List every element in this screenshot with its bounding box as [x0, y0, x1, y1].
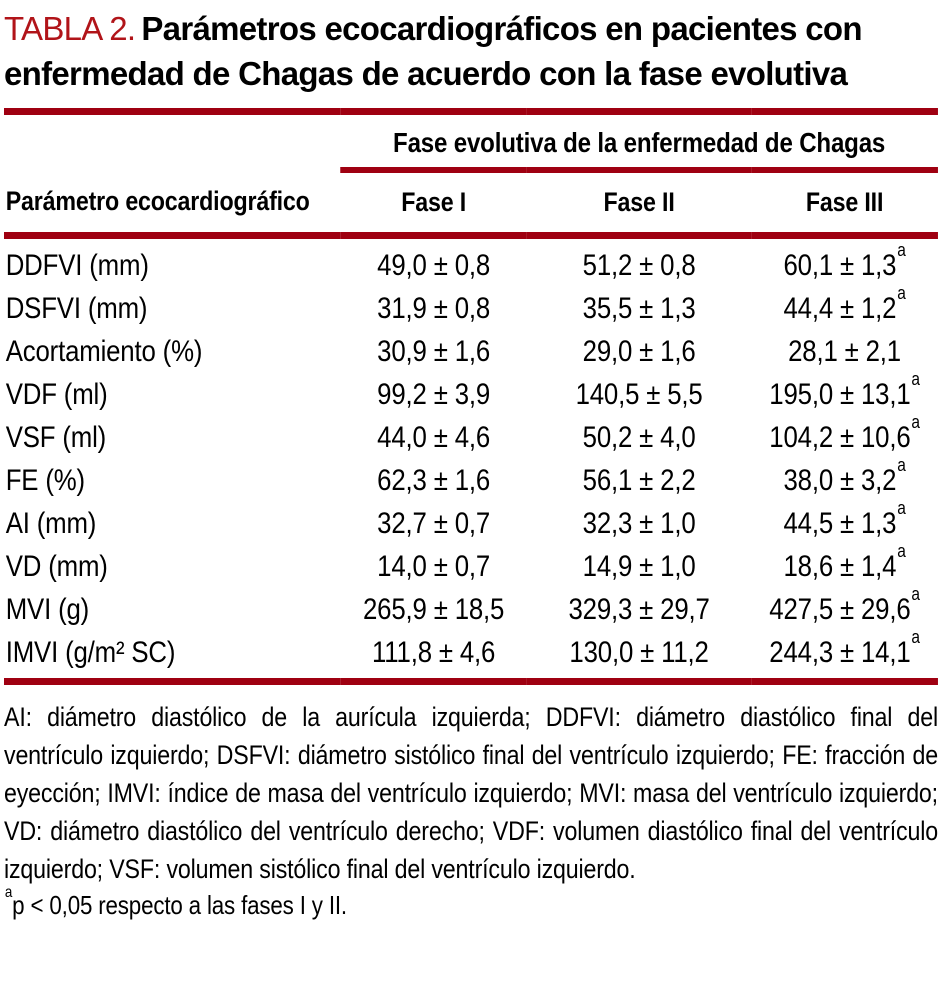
- echo-parameters-table: Fase evolutiva de la enfermedad de Chaga…: [4, 108, 938, 685]
- significance-marker: a: [4, 884, 13, 902]
- value-cell: 18,6 ± 1,4a: [783, 540, 906, 583]
- footnote-abbreviations: AI: diámetro diastólico de la aurícula i…: [4, 702, 938, 884]
- parameter-cell: AI (mm): [5, 507, 97, 540]
- table-row: MVI (g) 265,9 ± 18,5 329,3 ± 29,7 427,5 ± 2…: [4, 583, 938, 631]
- significance-marker: a: [897, 497, 906, 518]
- significance-marker: a: [897, 239, 906, 260]
- parameter-cell: Acortamiento (%): [5, 335, 203, 368]
- column-header-fase-1: Fase I: [340, 170, 528, 239]
- value-cell: 31,9 ± 0,8: [377, 292, 491, 325]
- table-row: VDF (ml) 99,2 ± 3,9 140,5 ± 5,5 195,0 ± 13,…: [4, 368, 938, 416]
- parameter-cell: VSF (ml): [5, 421, 107, 454]
- value-cell: 104,2 ± 10,6a: [769, 411, 920, 454]
- value-cell: 28,1 ± 2,1: [788, 335, 901, 368]
- parameter-cell: VDF (ml): [5, 378, 108, 411]
- parameter-cell: MVI (g): [5, 593, 90, 626]
- value-cell: 111,8 ± 4,6: [372, 636, 496, 669]
- value-cell: 427,5 ± 29,6a: [769, 583, 920, 626]
- table-row: IMVI (g/m² SC) 111,8 ± 4,6 130,0 ± 11,2 244…: [4, 626, 938, 682]
- significance-marker: a: [897, 454, 906, 475]
- value-cell: 35,5 ± 1,3: [582, 292, 696, 325]
- value-cell: 38,0 ± 3,2a: [783, 454, 906, 497]
- value-cell: 60,1 ± 1,3a: [783, 239, 906, 282]
- parameter-cell: DSFVI (mm): [5, 292, 148, 325]
- table-row: AI (mm) 32,7 ± 0,7 32,3 ± 1,0 44,5 ± 1,3a: [4, 497, 938, 545]
- value-cell: 44,5 ± 1,3a: [783, 497, 906, 540]
- value-cell: 49,0 ± 0,8: [377, 249, 491, 282]
- table-row: FE (%) 62,3 ± 1,6 56,1 ± 2,2 38,0 ± 3,2a: [4, 454, 938, 502]
- table-row: DDFVI (mm) 49,0 ± 0,8 51,2 ± 0,8 60,1 ± 1,3…: [4, 236, 938, 288]
- value-cell: 265,9 ± 18,5: [363, 593, 505, 626]
- value-cell: 14,0 ± 0,7: [377, 550, 491, 583]
- value-cell: 51,2 ± 0,8: [582, 249, 696, 282]
- significance-marker: a: [897, 282, 906, 303]
- significance-marker: a: [911, 368, 920, 389]
- parameter-cell: DDFVI (mm): [5, 249, 149, 282]
- table-title: TABLA 2. Parámetros ecocardiográficos en …: [4, 6, 938, 96]
- value-cell: 44,0 ± 4,6: [377, 421, 491, 454]
- parameter-cell: VD (mm): [5, 550, 108, 583]
- table-row: Acortamiento (%) 30,9 ± 1,6 29,0 ± 1,6 28,1…: [4, 330, 938, 373]
- significance-marker: a: [911, 411, 920, 432]
- value-cell: 130,0 ± 11,2: [569, 636, 709, 669]
- value-cell: 140,5 ± 5,5: [575, 378, 703, 411]
- column-header-parameter: Parámetro ecocardiográfico: [4, 170, 341, 239]
- group-header: Fase evolutiva de la enfermedad de Chaga…: [340, 111, 938, 173]
- value-cell: 244,3 ± 14,1a: [769, 626, 920, 669]
- table-title-text: Parámetros ecocardiográficos en paciente…: [4, 10, 863, 92]
- value-cell: 329,3 ± 29,7: [568, 593, 710, 626]
- significance-marker: a: [911, 626, 920, 647]
- table-row: VSF (ml) 44,0 ± 4,6 50,2 ± 4,0 104,2 ± 10,6…: [4, 411, 938, 459]
- parameter-cell: FE (%): [5, 464, 85, 497]
- value-cell: 56,1 ± 2,2: [582, 464, 696, 497]
- value-cell: 30,9 ± 1,6: [377, 335, 491, 368]
- table-row: DSFVI (mm) 31,9 ± 0,8 35,5 ± 1,3 44,4 ± 1,2…: [4, 282, 938, 330]
- table-number-label: TABLA 2.: [4, 10, 136, 47]
- table-body: DDFVI (mm) 49,0 ± 0,8 51,2 ± 0,8 60,1 ± 1,3…: [4, 236, 938, 682]
- spacer-cell: [4, 112, 340, 171]
- value-cell: 44,4 ± 1,2a: [783, 282, 906, 325]
- value-cell: 62,3 ± 1,6: [377, 464, 491, 497]
- significance-text: p < 0,05 respecto a las fases I y II.: [12, 890, 347, 920]
- significance-marker: a: [897, 540, 906, 561]
- column-header-fase-2: Fase II: [527, 170, 752, 239]
- value-cell: 99,2 ± 3,9: [377, 378, 491, 411]
- value-cell: 195,0 ± 13,1a: [769, 368, 920, 411]
- table-and-footnotes: Fase evolutiva de la enfermedad de Chaga…: [4, 108, 938, 920]
- value-cell: 32,3 ± 1,0: [582, 507, 696, 540]
- column-header-fase-3: Fase III: [751, 170, 938, 239]
- value-cell: 50,2 ± 4,0: [582, 421, 696, 454]
- value-cell: 32,7 ± 0,7: [377, 507, 491, 540]
- parameter-cell: IMVI (g/m² SC): [5, 636, 176, 669]
- significance-marker: a: [911, 583, 920, 604]
- value-cell: 14,9 ± 1,0: [582, 550, 696, 583]
- group-header-row: Fase evolutiva de la enfermedad de Chaga…: [4, 111, 938, 173]
- footnote-significance: ap < 0,05 respecto a las fases I y II.: [4, 885, 938, 920]
- value-cell: 29,0 ± 1,6: [582, 335, 696, 368]
- column-header-row: Parámetro ecocardiográfico Fase I Fase I…: [4, 170, 938, 239]
- table-row: VD (mm) 14,0 ± 0,7 14,9 ± 1,0 18,6 ± 1,4a: [4, 540, 938, 588]
